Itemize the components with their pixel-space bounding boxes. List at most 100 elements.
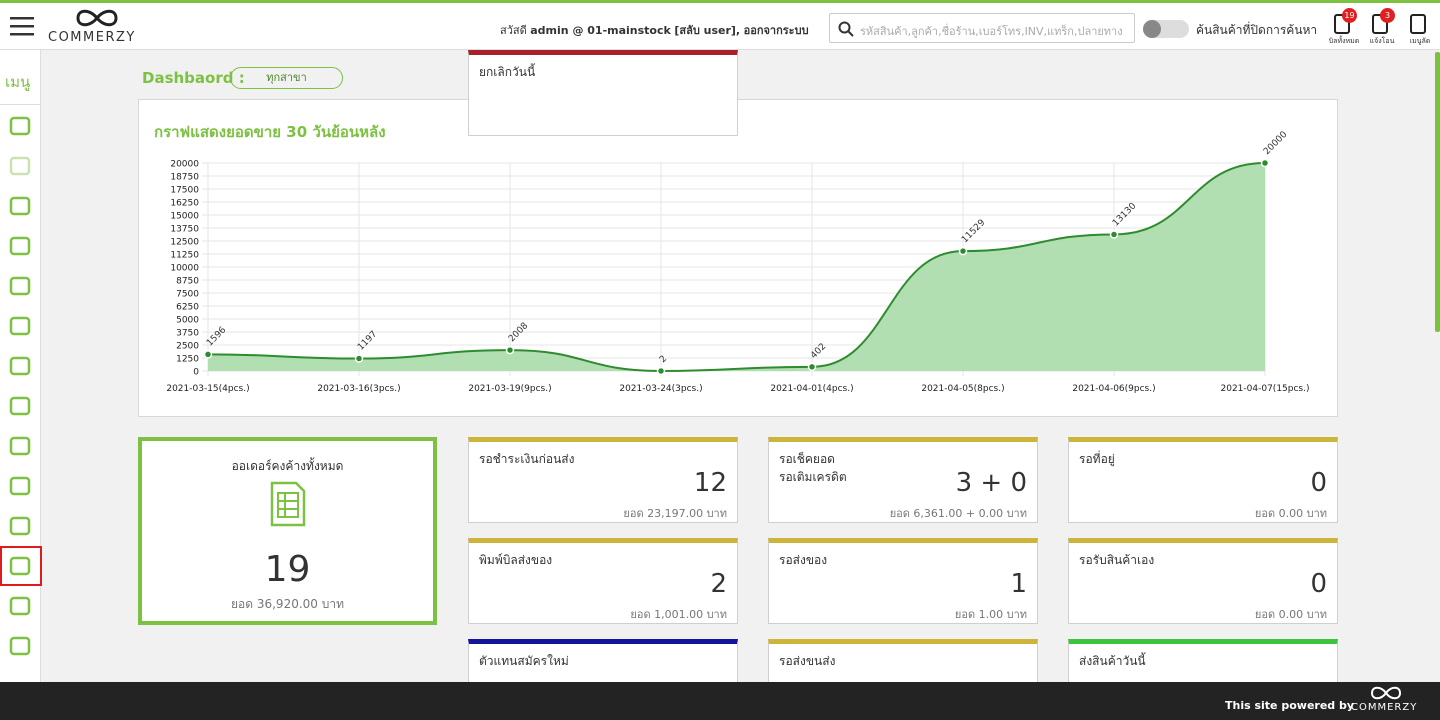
menu-icon <box>9 156 31 176</box>
greeting-line: สวัสดี admin @ 01-mainstock [สลับ user],… <box>500 21 809 39</box>
hamburger[interactable] <box>10 15 34 37</box>
card-amount: ยอด 0.00 บาท <box>1254 507 1327 520</box>
y-tick-label: 11250 <box>170 251 199 261</box>
card-value: 12 <box>693 468 727 498</box>
x-tick-label: 2021-04-07(15pcs.) <box>1221 384 1310 394</box>
logo-mark <box>76 9 118 27</box>
x-tick-label: 2021-04-01(4pcs.) <box>770 384 853 394</box>
toggle-label: ค้นสินค้าที่ปิดการค้นหา <box>1196 23 1318 37</box>
scrollbar[interactable] <box>1435 52 1440 332</box>
menu-icon <box>9 396 31 416</box>
status-card[interactable]: ตัวแทนสมัครใหม่ <box>468 639 738 682</box>
y-tick-label: 16250 <box>170 199 199 209</box>
point <box>354 354 364 363</box>
menu-icon <box>9 316 31 336</box>
card-value: 0 <box>1310 468 1327 498</box>
menu-icon <box>9 476 31 496</box>
y-tick-label: 18750 <box>170 173 199 183</box>
bracket: [ <box>674 24 680 37</box>
card-value: 3 + 0 <box>955 468 1027 498</box>
summary-title: ออเดอร์คงค้างทั้งหมด <box>231 459 344 473</box>
menu-icon <box>9 636 31 656</box>
sidebar-title: เมนู <box>5 73 31 91</box>
header: COMMERZY สวัสดี admin @ 01-mainstock [สล… <box>0 0 1440 50</box>
menu-icon <box>9 356 31 376</box>
card-title: ตัวแทนสมัครใหม่ <box>479 654 569 668</box>
menu-icon <box>9 556 31 576</box>
point <box>807 362 817 372</box>
status-card[interactable]: ยกเลิกวันนี้ <box>468 50 738 136</box>
y-tick-label: 17500 <box>170 186 199 196</box>
search-box[interactable]: รหัสสินค้า,ลูกค้า,ชื่อร้าน,เบอร์โทร,INV,… <box>829 13 1135 43</box>
header-icon[interactable]: แจ้งโอน 3 <box>1366 8 1398 49</box>
card-amount: ยอด 6,361.00 + 0.00 บาท <box>889 507 1027 520</box>
status-card[interactable]: ส่งสินค้าวันนี้ <box>1068 639 1338 682</box>
card-amount: ยอด 23,197.00 บาท <box>623 507 727 520</box>
point <box>1260 158 1270 168</box>
menu-icons <box>9 116 31 656</box>
logo: COMMERZY <box>48 30 136 45</box>
footer-logo-mark <box>1370 686 1402 700</box>
card-title: รอชำระเงินก่อนส่ง <box>479 452 575 466</box>
data-label: 1197 <box>356 329 379 352</box>
card-amount: ยอด 0.00 บาท <box>1254 608 1327 621</box>
card-title: รอรับสินค้าเอง <box>1079 553 1155 567</box>
status-card[interactable]: พิมพ์บิลส่งของ 2 ยอด 1,001.00 บาท <box>468 538 738 624</box>
status-card[interactable]: รอชำระเงินก่อนส่ง 12 ยอด 23,197.00 บาท <box>468 437 738 523</box>
y-tick-label: 10000 <box>170 264 199 274</box>
card-subtitle: รอเติมเครดิต <box>779 470 847 484</box>
summary-icon <box>270 481 306 527</box>
card-title: รอที่อยู่ <box>1079 452 1115 466</box>
y-tick-label: 6250 <box>176 303 199 313</box>
status-card[interactable]: รอส่งขนส่ง <box>768 639 1038 682</box>
y-tick-label: 8750 <box>176 277 199 287</box>
status-card[interactable]: รอรับสินค้าเอง 0 ยอด 0.00 บาท <box>1068 538 1338 624</box>
y-tick-label: 3750 <box>176 329 199 339</box>
logout[interactable]: ออกจากระบบ <box>743 24 809 37</box>
data-label: 2 <box>658 354 669 365</box>
status-card[interactable]: รอที่อยู่ 0 ยอด 0.00 บาท <box>1068 437 1338 523</box>
y-tick-label: 12500 <box>170 238 199 248</box>
line <box>207 162 1266 372</box>
point <box>505 345 515 355</box>
icon-shape <box>1410 14 1426 34</box>
status-card[interactable]: รอเช็คยอดรอเติมเครดิต 3 + 0 ยอด 6,361.00 +… <box>768 437 1038 523</box>
search-icon <box>838 21 854 37</box>
summary-card[interactable]: ออเดอร์คงค้างทั้งหมด 19 ยอด 36,920.00 บา… <box>138 437 437 625</box>
menu-icon <box>9 116 31 136</box>
card-title: ส่งสินค้าวันนี้ <box>1079 654 1146 668</box>
data-label: 2008 <box>507 321 530 344</box>
x-tick-label: 2021-03-16(3pcs.) <box>317 384 400 394</box>
card-title: ยกเลิกวันนี้ <box>479 65 536 79</box>
icon-label: เมนูลัด <box>1409 37 1431 45</box>
summary-value: 19 <box>264 549 311 590</box>
status-card[interactable]: รอส่งของ 1 ยอด 1.00 บาท <box>768 538 1038 624</box>
icon-label: บิลทั้งหมด <box>1328 37 1360 45</box>
y-tick-label: 1250 <box>176 355 199 365</box>
branch-select[interactable]: ทุกสาขา <box>230 67 343 89</box>
search-placeholder: รหัสสินค้า,ลูกค้า,ชื่อร้าน,เบอร์โทร,INV,… <box>860 25 1123 38</box>
card-value: 1 <box>1010 569 1027 599</box>
y-tick-label: 7500 <box>176 290 199 300</box>
header-icon[interactable]: เมนูลัด <box>1404 9 1436 49</box>
switch-user[interactable]: สลับ user], <box>679 24 741 37</box>
menu-icon <box>9 196 31 216</box>
menu-icon <box>9 276 31 296</box>
card-title: รอเช็คยอด <box>779 452 835 466</box>
x-tick-label: 2021-04-06(9pcs.) <box>1072 384 1155 394</box>
card-title: รอส่งขนส่ง <box>779 654 836 668</box>
toggle[interactable] <box>1143 20 1189 38</box>
menu-icon <box>9 516 31 536</box>
sidebar: เมนู <box>0 50 42 682</box>
card-value: 2 <box>710 569 727 599</box>
data-label: 20000 <box>1262 130 1290 158</box>
summary-amount: ยอด 36,920.00 บาท <box>231 597 344 611</box>
header-icon[interactable]: บิลทั้งหมด 19 <box>1328 8 1360 49</box>
card-title: รอส่งของ <box>779 553 828 567</box>
icon-glyph <box>1410 14 1426 34</box>
card-amount: ยอด 1.00 บาท <box>954 608 1027 621</box>
user: admin @ 01-mainstock <box>530 24 671 37</box>
y-tick-label: 20000 <box>170 160 199 170</box>
dashboard-label: Dashbaord : <box>142 69 245 87</box>
